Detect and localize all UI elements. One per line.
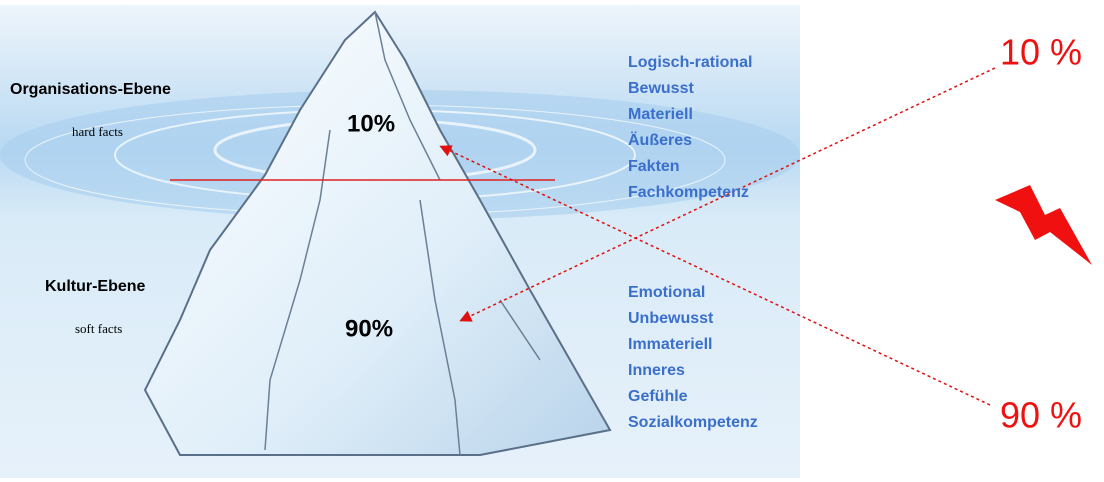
lightning-bolt xyxy=(995,185,1092,265)
list-item: Unbewusst xyxy=(628,310,714,327)
list-item: Fakten xyxy=(628,158,680,175)
list-item: Sozialkompetenz xyxy=(628,414,758,431)
base-label: 90% xyxy=(345,315,393,342)
page: Organisations-Ebene hard facts Kultur-Eb… xyxy=(0,0,1104,482)
lower-level-subtitle: soft facts xyxy=(75,321,122,336)
list-item: Äußeres xyxy=(628,131,692,149)
list-item: Inneres xyxy=(628,362,685,379)
list-item: Logisch-rational xyxy=(628,54,752,71)
list-item: Materiell xyxy=(628,106,693,123)
outer-top-label: 10 % xyxy=(1000,32,1082,73)
outer-bottom-label: 90 % xyxy=(1000,395,1082,436)
list-item: Bewusst xyxy=(628,80,694,97)
tip-label: 10% xyxy=(347,110,395,137)
upper-level-subtitle: hard facts xyxy=(72,124,123,139)
list-item: Emotional xyxy=(628,284,705,301)
upper-level-title: Organisations-Ebene xyxy=(10,81,171,98)
list-item: Fachkompetenz xyxy=(628,184,749,201)
list-item: Immateriell xyxy=(628,336,712,353)
lower-level-title: Kultur-Ebene xyxy=(45,278,146,295)
list-item: Gefühle xyxy=(628,388,688,405)
